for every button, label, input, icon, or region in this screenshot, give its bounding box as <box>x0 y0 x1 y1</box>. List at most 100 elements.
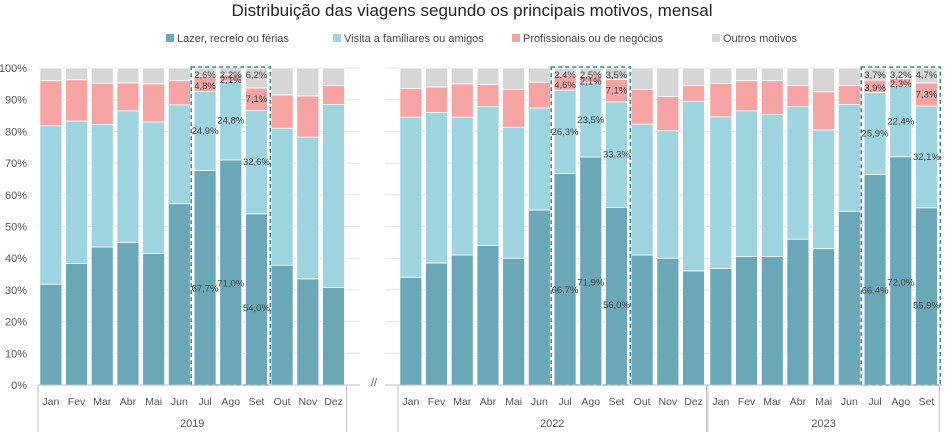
x-tick-label: Mar <box>93 396 112 408</box>
bar-segment-outros <box>605 67 628 80</box>
x-tick-label: Abr <box>790 396 807 408</box>
bar-segment-visita <box>682 100 705 272</box>
bar-segment-outros <box>682 67 705 86</box>
data-label-lazer: 66,4% <box>862 285 889 296</box>
x-tick-label: Dez <box>684 396 703 408</box>
bar-segment-prof <box>502 88 526 128</box>
data-labels: 67,7%24,9%4,8%2,6%71,0%24,8%2,1%2,2%54,0… <box>190 66 942 386</box>
bar-segment-visita <box>116 110 140 243</box>
bar-segment-lazer <box>167 203 191 386</box>
bar-segment-lazer <box>812 248 836 386</box>
y-tick-label: 80% <box>5 126 27 138</box>
data-label-prof: 2,3% <box>890 79 912 90</box>
bar-segment-lazer <box>502 257 526 386</box>
bar-segment-lazer <box>219 159 243 386</box>
data-label-outros: 2,2% <box>220 70 242 81</box>
bar-segment-lazer <box>322 286 345 386</box>
bar-segment-lazer <box>863 174 887 386</box>
bar-segment-lazer <box>245 213 268 386</box>
data-label-prof: 7,1% <box>606 86 628 97</box>
x-tick-label: Abr <box>480 396 497 408</box>
bar-segment-prof <box>116 82 140 112</box>
axis-break-marker: // <box>371 377 378 389</box>
data-label-prof: 7,1% <box>246 94 268 105</box>
x-tick-label: Jan <box>42 396 59 408</box>
x-tick-label: Set <box>249 396 265 408</box>
y-axis: 0% 10% 20% 30% 40% 50% 60% 70% 80% 90% 100% <box>0 63 27 392</box>
bar-segment-prof <box>760 80 784 115</box>
data-label-prof: 3,9% <box>864 83 886 94</box>
bar-segment-outros <box>553 67 577 77</box>
bar-segment-prof <box>399 88 423 118</box>
bar-segment-lazer <box>605 207 628 386</box>
x-tick-label: Jul <box>558 396 571 408</box>
data-label-visita: 24,8% <box>217 116 244 127</box>
bar-segment-outros <box>245 67 268 89</box>
bar-segment-prof <box>65 79 88 122</box>
bar-segment-visita <box>656 130 680 259</box>
bar-segment-outros <box>837 67 861 86</box>
bar-segment-visita <box>709 116 733 269</box>
year-label: 2022 <box>540 418 564 430</box>
x-tick-label: Set <box>609 396 625 408</box>
bar-segment-visita <box>735 110 758 258</box>
bar-segment-outros <box>399 67 423 90</box>
bar-segment-lazer <box>837 210 861 386</box>
data-label-outros: 6,2% <box>246 70 268 81</box>
bar-segment-outros <box>322 67 345 86</box>
bar-segment-visita <box>270 127 294 266</box>
bar-segment-visita <box>502 126 526 259</box>
bar-segment-outros <box>39 67 63 82</box>
bar-segment-outros <box>296 67 320 97</box>
bar-segment-visita <box>786 106 810 240</box>
data-label-outros: 3,7% <box>864 70 886 81</box>
bar-segment-lazer <box>399 276 423 386</box>
legend-label: Lazer, recreio ou férias <box>177 33 289 45</box>
bar-segment-visita <box>450 116 474 256</box>
y-tick-label: 50% <box>5 222 27 234</box>
x-tick-label: Fev <box>68 396 86 408</box>
y-tick-label: 30% <box>5 285 27 297</box>
x-tick-label: Abr <box>120 396 137 408</box>
bar-segment-prof <box>90 82 114 125</box>
data-label-visita: 24,9% <box>192 126 219 137</box>
bar-segment-outros <box>450 67 474 85</box>
bar-segment-outros <box>786 67 810 86</box>
data-label-outros: 3,2% <box>890 70 912 81</box>
bar-segment-visita <box>322 104 345 288</box>
bar-segment-visita <box>399 116 423 278</box>
legend-swatch <box>512 34 520 42</box>
data-label-lazer: 55,9% <box>913 300 940 311</box>
data-label-prof: 4,8% <box>194 81 216 92</box>
bar-segment-lazer <box>450 254 474 386</box>
legend: Lazer, recreio ou férias Visita a familia… <box>166 33 797 45</box>
bar-segment-outros <box>709 67 733 84</box>
data-label-visita: 32,1% <box>913 152 940 163</box>
data-label-lazer: 71,0% <box>217 279 244 290</box>
x-tick-label: Ago <box>581 396 600 408</box>
x-tick-label: Jul <box>198 396 211 408</box>
bar-segment-prof <box>837 85 861 105</box>
bar-segment-lazer <box>425 262 448 386</box>
bar-segment-lazer <box>915 207 938 386</box>
data-label-visita: 25,9% <box>862 128 889 139</box>
bar-segment-prof <box>167 80 191 106</box>
x-tick-label: Mar <box>763 396 782 408</box>
bar-segment-outros <box>65 67 88 81</box>
data-label-outros: 2,6% <box>194 70 216 81</box>
x-tick-label: Ago <box>221 396 240 408</box>
bar-segment-lazer <box>527 209 551 386</box>
data-label-lazer: 67,7% <box>192 283 219 294</box>
bar-segment-outros <box>116 67 140 84</box>
x-tick-label: Jan <box>402 396 419 408</box>
bar-segment-outros <box>502 67 526 90</box>
bar-segment-outros <box>142 67 166 85</box>
data-label-lazer: 66,7% <box>552 285 579 296</box>
bar-segment-prof <box>39 80 63 127</box>
bar-segment-prof <box>786 85 810 108</box>
bar-segment-lazer <box>735 256 758 386</box>
data-label-visita: 26,3% <box>552 127 579 138</box>
bar-segment-prof <box>450 83 474 118</box>
x-tick-label: Nov <box>299 396 318 408</box>
x-tick-label: Jun <box>841 396 858 408</box>
